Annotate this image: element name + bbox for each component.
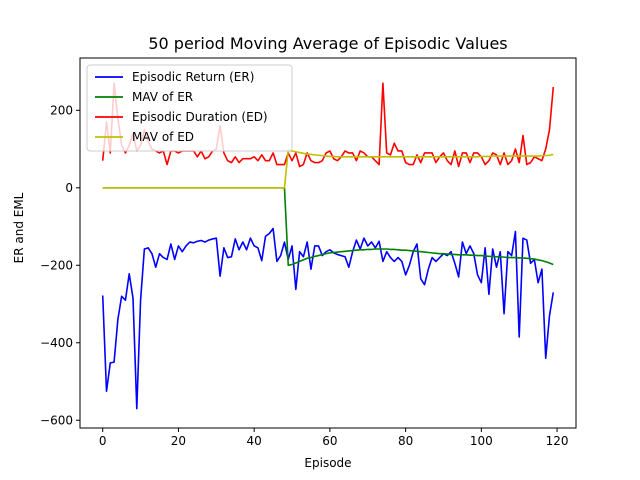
chart-title: 50 period Moving Average of Episodic Val… [148, 34, 507, 53]
x-tick-label: 20 [171, 434, 186, 448]
x-tick-label: 60 [322, 434, 337, 448]
y-tick-label: −400 [40, 336, 73, 350]
y-axis: −600 −400 −200 0 200 [40, 103, 80, 427]
y-tick-label: −200 [40, 258, 73, 272]
y-tick-label: 0 [65, 181, 73, 195]
plot-area [79, 57, 577, 429]
x-tick-label: 100 [470, 434, 493, 448]
episodic-return-line [101, 227, 555, 410]
x-tick-label: 0 [99, 434, 107, 448]
legend-label: MAV of ER [132, 90, 193, 104]
x-axis: 0 20 40 60 80 100 120 [99, 428, 569, 448]
legend: Episodic Return (ER) MAV of ER Episodic Du… [86, 64, 293, 152]
x-axis-label: Episode [304, 456, 351, 470]
legend-label: Episodic Return (ER) [132, 70, 254, 84]
episodic-duration-line [101, 82, 555, 168]
x-tick-label: 80 [398, 434, 413, 448]
legend-label: Episodic Duration (ED) [132, 110, 268, 124]
series-layer [101, 82, 555, 410]
y-tick-label: −600 [40, 413, 73, 427]
y-axis-label: ER and EML [12, 192, 26, 263]
mav-ed-line [102, 149, 554, 189]
legend-box [86, 64, 293, 152]
x-tick-label: 40 [247, 434, 262, 448]
plot-frame [79, 57, 577, 429]
x-tick-label: 120 [546, 434, 569, 448]
legend-label: MAV of ED [132, 130, 194, 144]
y-tick-label: 200 [50, 103, 73, 117]
